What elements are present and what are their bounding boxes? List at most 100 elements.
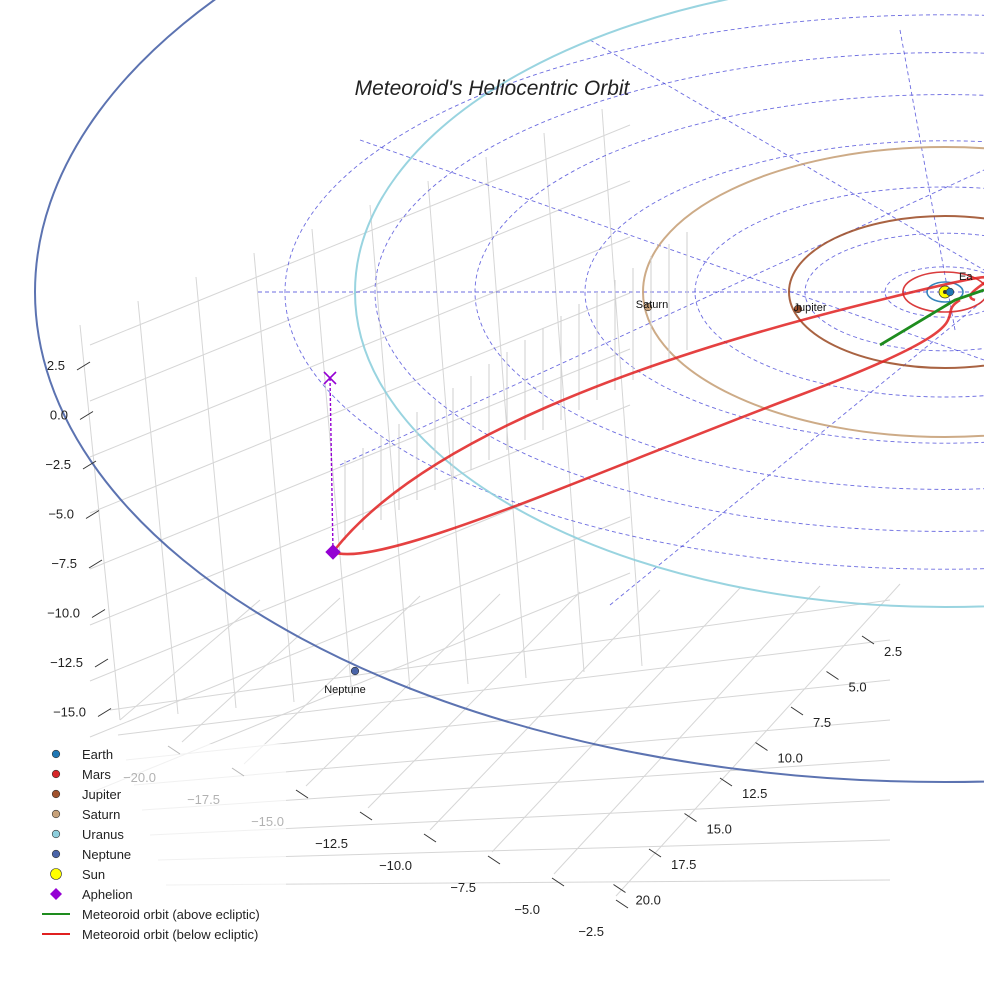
uranus-orbit-line: [354, 0, 984, 608]
earth-marker: [945, 287, 955, 297]
floor-gridline: [119, 599, 261, 721]
x-tick-mark: [615, 899, 629, 909]
ecliptic-distance-ring: [374, 52, 984, 532]
z-tick-mark: [97, 708, 112, 717]
x-tick-mark: [487, 855, 501, 865]
legend-label-uranus: Uranus: [82, 827, 124, 842]
x-tick-mark: [423, 833, 437, 843]
z-tick-mark: [85, 510, 100, 519]
legend-label-meteoroid-orbit-above-ecliptic: Meteoroid orbit (above ecliptic): [82, 907, 260, 922]
z-tick-label: 2.5: [47, 358, 65, 373]
legend-swatch-neptune: [51, 849, 61, 859]
jupiter-marker: [793, 304, 803, 314]
wall-gridline-vertical: [485, 156, 527, 679]
legend: Earth Mars Jupiter Saturn Uranus Neptune Sun Ap…: [36, 744, 286, 944]
x-tick-label: −12.5: [315, 836, 348, 851]
x-tick-mark: [295, 789, 309, 799]
floor-gridline: [165, 879, 891, 886]
neptune-orbit-line: [34, 0, 984, 783]
jupiter-label: Jupiter: [793, 302, 826, 314]
floor-gridline: [491, 587, 741, 853]
floor-gridline: [615, 583, 901, 897]
wall-gridline-horizontal: [89, 348, 631, 570]
x-tick-label: −10.0: [379, 858, 412, 873]
x-tick-mark: [551, 877, 565, 887]
axes-box-grid: [79, 108, 901, 897]
y-tick-label: 12.5: [742, 786, 767, 801]
x-tick-label: −7.5: [450, 880, 476, 895]
legend-label-earth: Earth: [82, 747, 113, 762]
x-tick-label: −2.5: [578, 924, 604, 939]
wall-gridline-vertical: [195, 276, 237, 709]
y-tick-label: 20.0: [636, 893, 661, 908]
legend-label-neptune: Neptune: [82, 847, 131, 862]
neptune-marker: [350, 666, 360, 676]
y-tick-label: 7.5: [813, 715, 831, 730]
legend-swatch-earth: [51, 749, 61, 759]
ecliptic-spoke: [589, 39, 984, 271]
legend-label-mars: Mars: [82, 767, 111, 782]
planet-orbits: [34, 0, 984, 783]
floor-gridline: [117, 639, 891, 736]
x-tick-label: −5.0: [514, 902, 540, 917]
z-tick-mark: [88, 559, 103, 569]
ecliptic-distance-ring: [584, 140, 984, 444]
wall-gridline-vertical: [543, 132, 585, 673]
legend-background: [36, 744, 286, 944]
floor-gridline: [305, 593, 501, 787]
ecliptic-spoke: [899, 29, 956, 331]
y-tick-label: 10.0: [778, 751, 803, 766]
markers: Ea Jupiter Saturn Neptune: [323, 271, 973, 696]
legend-swatch-uranus: [51, 829, 61, 839]
jupiter-orbit-line: [788, 215, 984, 369]
ecliptic-spoke: [339, 169, 984, 466]
aphelion-x-marker: [323, 371, 337, 385]
floor-gridline: [429, 589, 661, 831]
legend-swatch-jupiter: [51, 789, 61, 799]
meteoroid-orbit-above-arc: [879, 288, 984, 347]
wall-gridline-horizontal: [89, 236, 631, 458]
mars-orbit-line: [902, 271, 984, 313]
z-tick-label: −5.0: [48, 507, 74, 522]
z-tick-mark: [79, 411, 94, 420]
floor-gridline: [109, 599, 891, 711]
wall-gridline-horizontal: [89, 180, 631, 402]
legend-swatch-saturn: [51, 809, 61, 819]
ecliptic-distance-ring: [284, 14, 984, 570]
wall-gridline-horizontal: [89, 292, 631, 514]
floor-gridline: [181, 597, 341, 743]
z-tick-mark: [76, 361, 91, 371]
wall-gridline-vertical: [427, 180, 469, 685]
y-tick-mark: [684, 813, 697, 822]
y-tick-label: 15.0: [707, 822, 732, 837]
z-tick-mark: [82, 460, 97, 470]
wall-gridline-vertical: [79, 324, 121, 721]
legend-swatch-sun: [50, 868, 62, 880]
legend-label-saturn: Saturn: [82, 807, 120, 822]
y-tick-mark: [755, 742, 768, 751]
legend-label-sun: Sun: [82, 867, 105, 882]
y-tick-mark: [719, 777, 733, 787]
earth-orbit-line: [926, 281, 964, 303]
sun-marker-center: [943, 290, 947, 294]
wall-gridline-vertical: [253, 252, 295, 703]
saturn-orbit-line: [642, 146, 984, 438]
wall-gridline-horizontal: [89, 404, 631, 626]
wall-gridline-vertical: [601, 108, 643, 667]
y-tick-mark: [826, 671, 839, 680]
meteoroid-orbit-below-upper-arc: [331, 275, 984, 553]
saturn-label: Saturn: [636, 299, 668, 311]
meteoroid-orbit-below-lower-arc: [332, 298, 961, 556]
saturn-marker: [643, 302, 653, 312]
y-tick-label: 17.5: [671, 857, 696, 872]
z-tick-mark: [94, 658, 109, 668]
aphelion-drop-line: [329, 377, 334, 553]
z-tick-label: −2.5: [45, 457, 71, 472]
ecliptic-spoke: [359, 139, 984, 361]
z-tick-mark: [91, 609, 106, 618]
y-tick-label: 2.5: [884, 644, 902, 659]
ecliptic-distance-ring: [804, 232, 984, 352]
x-tick-mark: [359, 811, 373, 821]
legend-swatch-mars: [51, 769, 61, 779]
